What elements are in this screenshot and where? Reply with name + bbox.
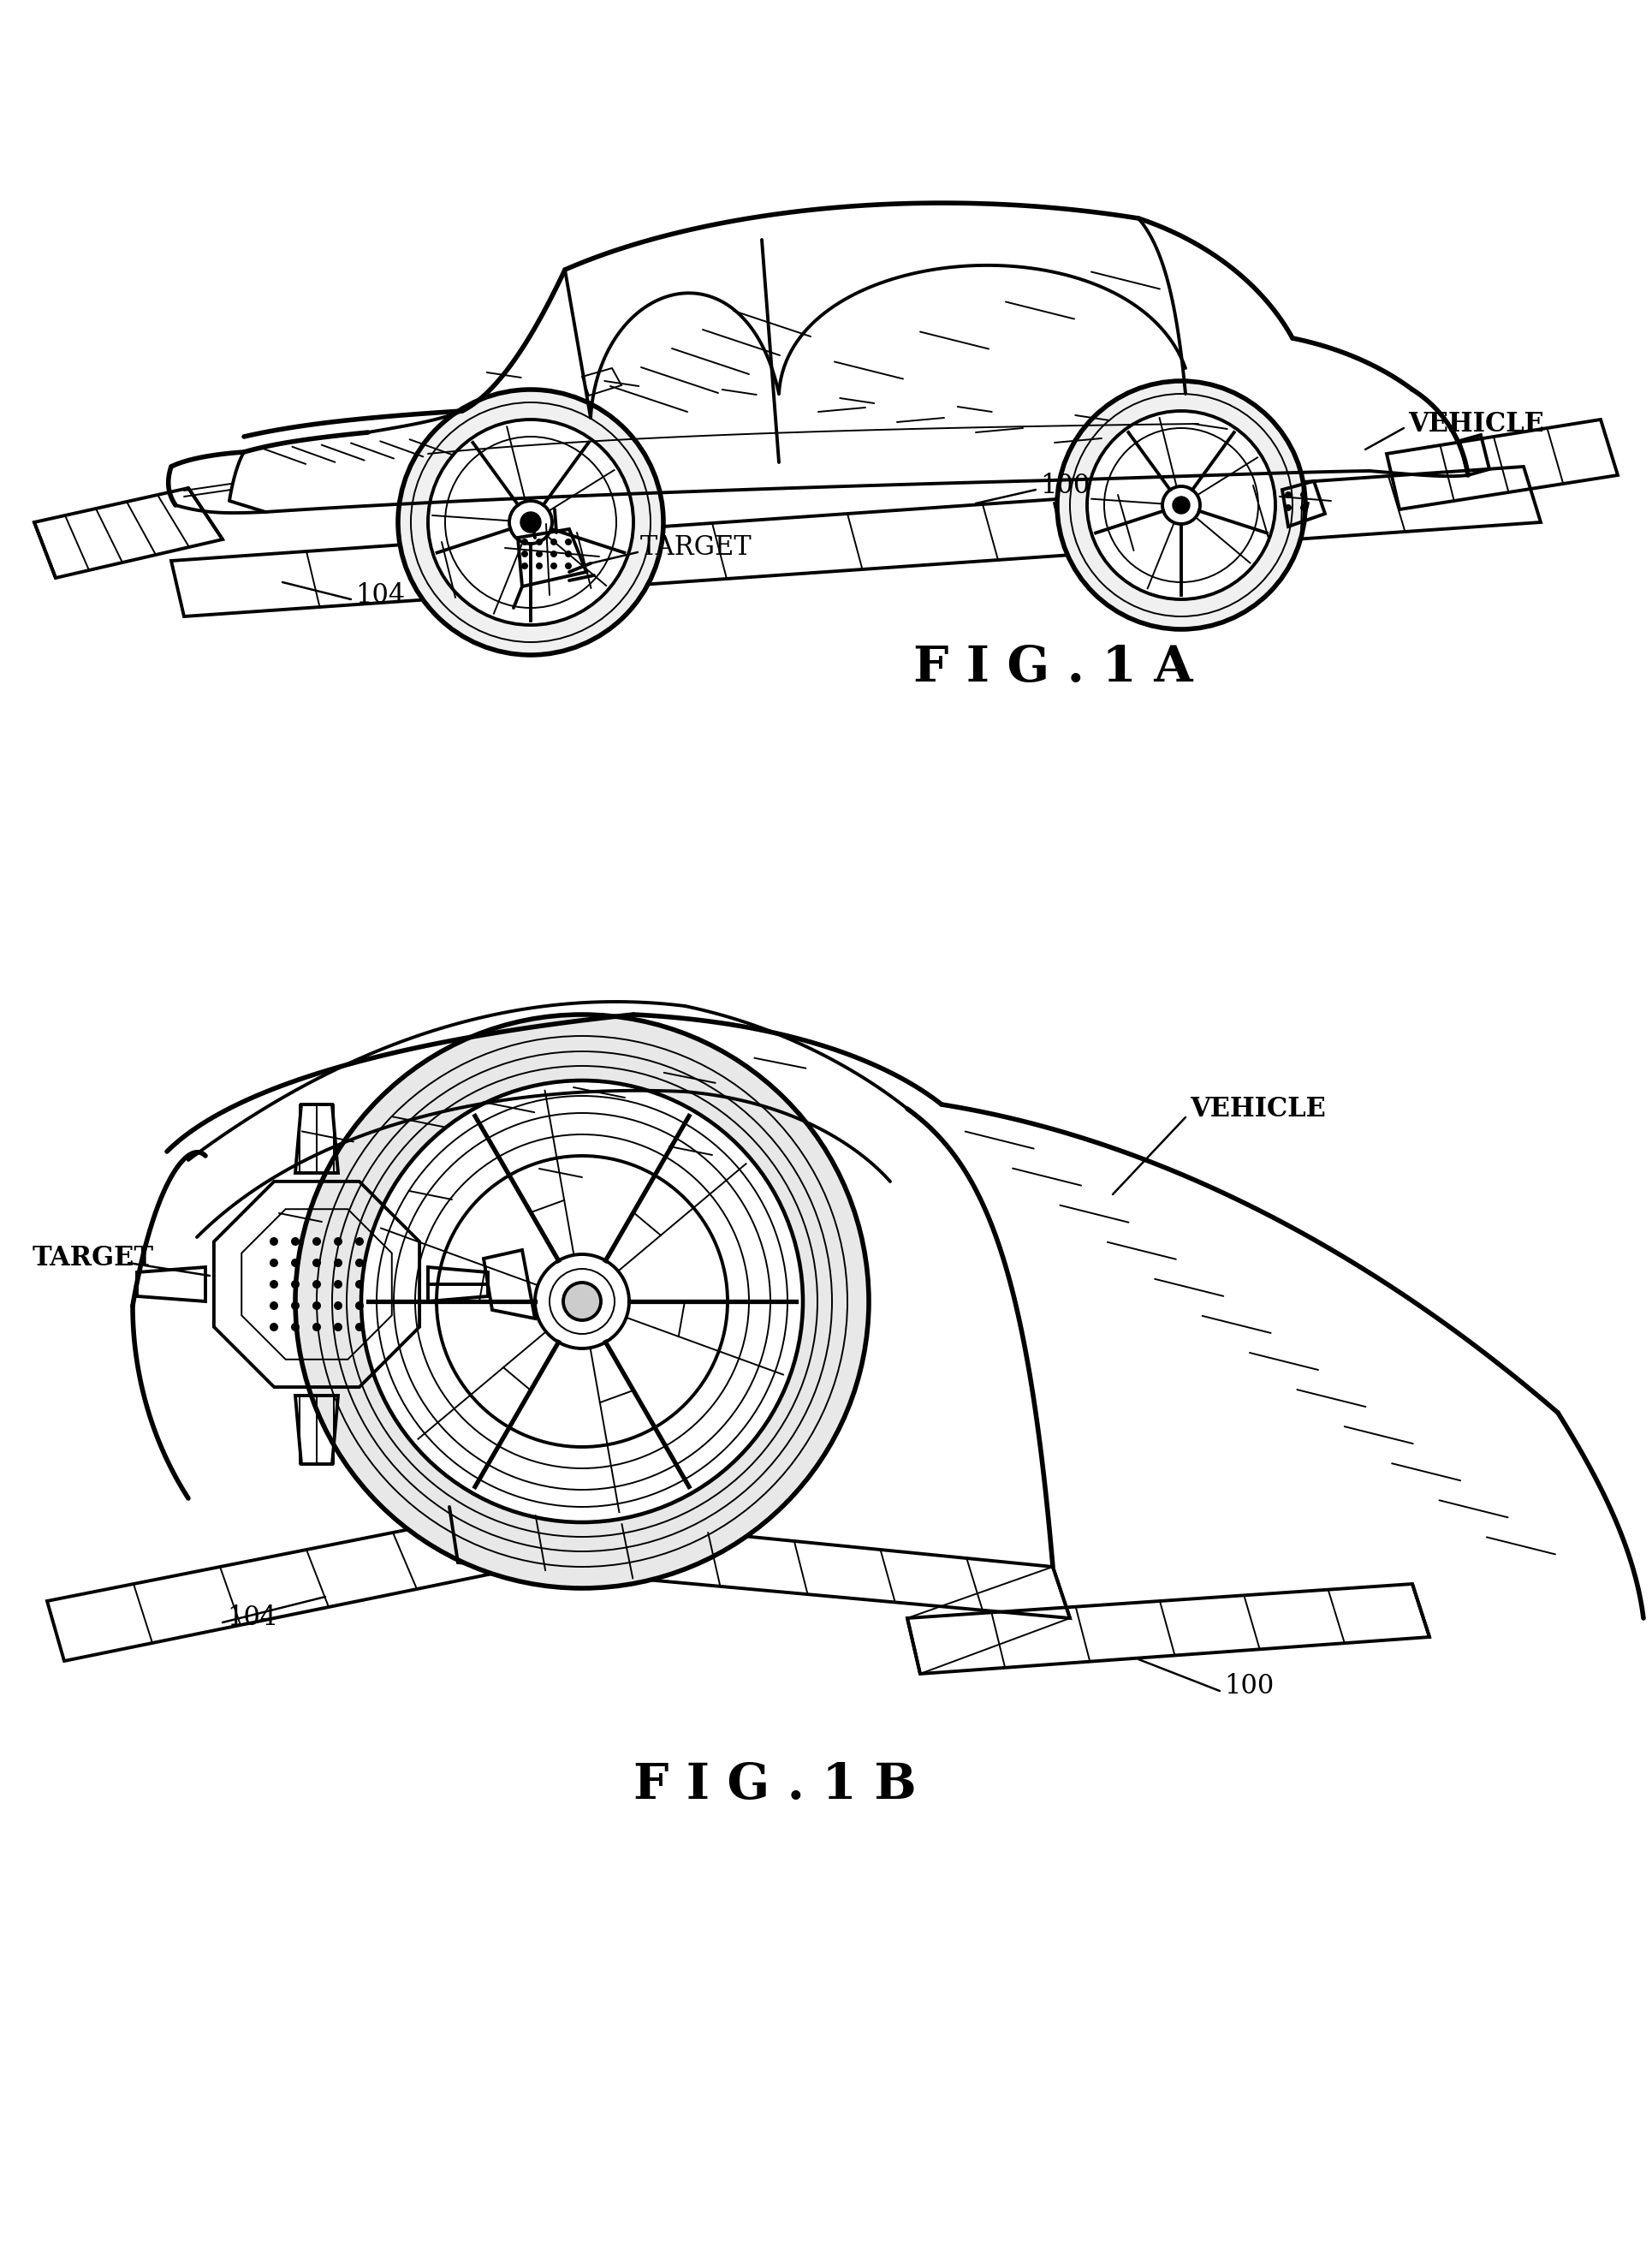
Circle shape: [522, 562, 529, 569]
Circle shape: [428, 420, 633, 626]
Circle shape: [1057, 381, 1305, 628]
Circle shape: [269, 1236, 278, 1245]
Text: 104: 104: [226, 1606, 276, 1631]
Circle shape: [509, 501, 552, 544]
Text: 100: 100: [1041, 474, 1090, 499]
Circle shape: [535, 551, 542, 558]
Circle shape: [291, 1259, 299, 1268]
Circle shape: [296, 1014, 869, 1588]
Circle shape: [312, 1259, 320, 1268]
Circle shape: [535, 538, 542, 544]
Circle shape: [291, 1279, 299, 1288]
Circle shape: [535, 1254, 629, 1349]
Circle shape: [355, 1236, 363, 1245]
Text: F I G . 1 B: F I G . 1 B: [633, 1762, 917, 1810]
Circle shape: [398, 390, 664, 655]
Circle shape: [565, 538, 572, 544]
Circle shape: [291, 1322, 299, 1331]
Text: 100: 100: [1224, 1674, 1274, 1701]
Text: F I G . 1 A: F I G . 1 A: [914, 644, 1193, 692]
Circle shape: [1173, 497, 1189, 515]
Circle shape: [362, 1080, 803, 1522]
Circle shape: [550, 538, 557, 544]
Circle shape: [269, 1259, 278, 1268]
Circle shape: [334, 1322, 342, 1331]
Circle shape: [522, 538, 529, 544]
Circle shape: [334, 1302, 342, 1311]
Circle shape: [563, 1281, 601, 1320]
Circle shape: [269, 1322, 278, 1331]
Circle shape: [312, 1236, 320, 1245]
Circle shape: [355, 1302, 363, 1311]
Circle shape: [565, 551, 572, 558]
Circle shape: [334, 1259, 342, 1268]
Circle shape: [312, 1302, 320, 1311]
Circle shape: [269, 1279, 278, 1288]
Circle shape: [535, 562, 542, 569]
Circle shape: [550, 551, 557, 558]
Circle shape: [312, 1322, 320, 1331]
Circle shape: [334, 1236, 342, 1245]
Circle shape: [334, 1279, 342, 1288]
Circle shape: [1087, 411, 1275, 599]
Text: 104: 104: [355, 583, 405, 608]
Circle shape: [1300, 503, 1307, 510]
Circle shape: [291, 1236, 299, 1245]
Circle shape: [522, 551, 529, 558]
Circle shape: [565, 562, 572, 569]
Circle shape: [1285, 503, 1292, 510]
Text: TARGET: TARGET: [33, 1245, 154, 1272]
Circle shape: [312, 1279, 320, 1288]
Circle shape: [355, 1322, 363, 1331]
Circle shape: [1285, 492, 1292, 499]
Text: TARGET: TARGET: [641, 535, 752, 560]
Circle shape: [355, 1279, 363, 1288]
Circle shape: [550, 562, 557, 569]
Circle shape: [269, 1302, 278, 1311]
Circle shape: [1300, 492, 1307, 499]
Circle shape: [355, 1259, 363, 1268]
Circle shape: [520, 513, 540, 533]
Text: VEHICLE: VEHICLE: [1408, 411, 1545, 438]
Text: VEHICLE: VEHICLE: [1189, 1095, 1327, 1123]
Circle shape: [291, 1302, 299, 1311]
Circle shape: [1163, 485, 1199, 524]
